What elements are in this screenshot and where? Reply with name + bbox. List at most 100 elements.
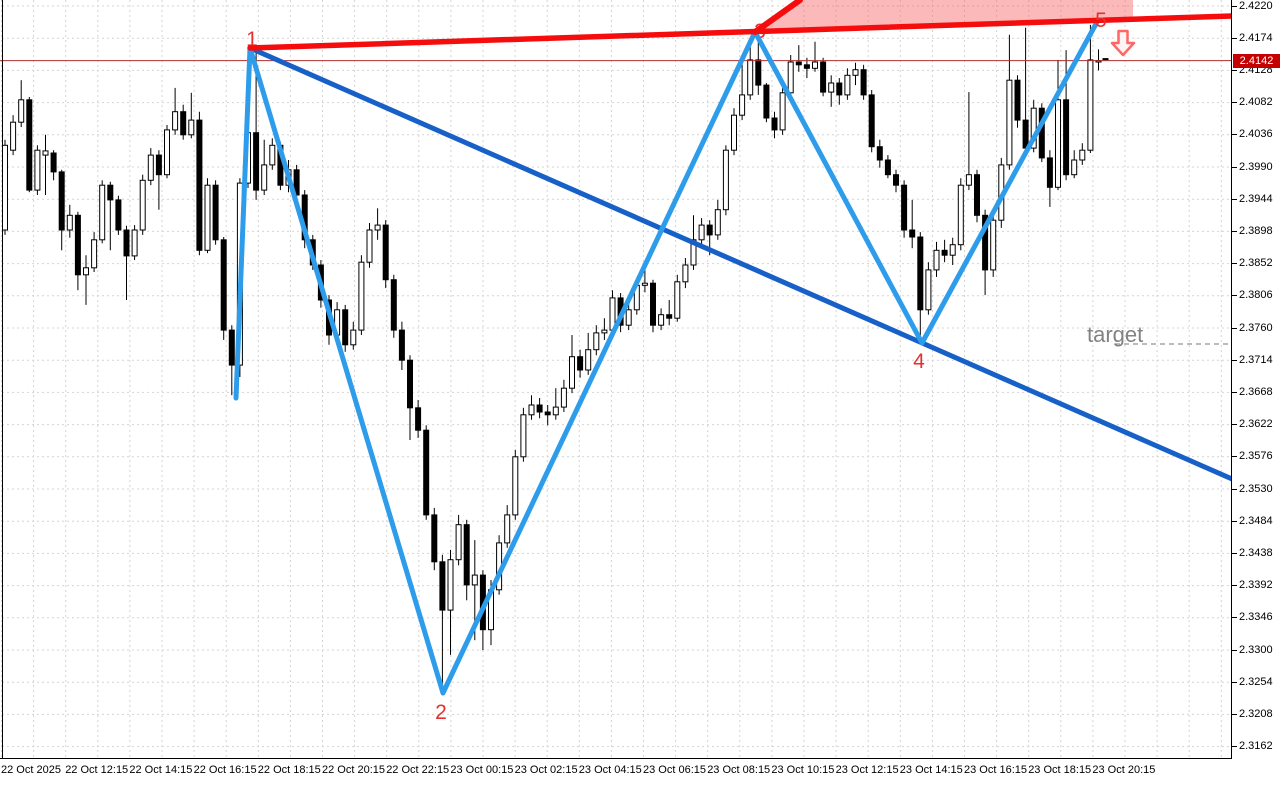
candle-bear xyxy=(820,61,827,93)
wave-zigzag-line[interactable] xyxy=(233,19,1100,696)
candle-bear xyxy=(463,524,470,586)
candle-bull xyxy=(350,329,357,346)
candle-bull xyxy=(965,174,972,186)
wave-label-1[interactable]: 1 xyxy=(246,28,258,51)
candle-bull xyxy=(1006,79,1013,166)
candle-bear xyxy=(115,199,122,231)
price-axis-label: 2.3576 xyxy=(1239,450,1273,463)
price-axis-label: 2.3346 xyxy=(1239,611,1273,624)
price-tick xyxy=(1232,391,1237,393)
upper-resistance-line[interactable] xyxy=(752,0,803,35)
candle-bull xyxy=(722,149,729,211)
candle-bull xyxy=(269,144,276,166)
price-tick xyxy=(1232,69,1237,71)
candle-bull xyxy=(658,314,665,326)
candle-bull xyxy=(593,332,600,351)
candle-bull xyxy=(739,94,746,116)
resistance-trendline[interactable] xyxy=(247,13,1235,51)
candle-bull xyxy=(1087,59,1094,151)
candle-bull xyxy=(682,264,689,283)
target-label[interactable]: target xyxy=(1087,322,1143,347)
candle-bear xyxy=(666,314,673,319)
candle-bull xyxy=(787,61,794,94)
candle-bear xyxy=(836,82,843,96)
price-tick xyxy=(1232,327,1237,329)
candlestick-chart[interactable]: 1 3 2 4 5 target xyxy=(0,0,1235,758)
wave-label-4[interactable]: 4 xyxy=(913,350,925,373)
price-tick xyxy=(1232,681,1237,683)
candle-bull xyxy=(933,249,940,271)
candle-bull xyxy=(828,82,835,93)
candle-bear xyxy=(544,411,551,416)
time-axis-label: 23 Oct 12:15 xyxy=(835,764,899,776)
candle-bear xyxy=(196,119,203,251)
candle-bull xyxy=(852,69,859,76)
candle-bear xyxy=(917,236,924,311)
candle-bull xyxy=(261,164,268,191)
candle-bear xyxy=(884,159,891,176)
candle-bull xyxy=(698,224,705,241)
candle-bear xyxy=(1014,79,1021,121)
time-axis-label: 22 Oct 14:15 xyxy=(129,764,193,776)
candle-bear xyxy=(803,64,810,69)
candle-bear xyxy=(650,282,656,326)
time-axis-label: 22 Oct 2025 xyxy=(1,764,61,776)
candle-bear xyxy=(220,239,227,331)
candle-bull xyxy=(172,111,179,131)
price-axis[interactable]: 2.4142 2.4220 2.4174 2.4128 2.4082 2.4036 2.3… xyxy=(1232,0,1280,758)
candle-bull xyxy=(164,129,170,176)
price-axis-label: 2.3760 xyxy=(1239,321,1273,334)
candle-bull xyxy=(1071,159,1078,176)
time-axis-label: 22 Oct 20:15 xyxy=(322,764,385,776)
candle-bull xyxy=(91,239,98,269)
price-axis-label: 2.3484 xyxy=(1239,514,1273,527)
price-tick xyxy=(1232,456,1237,458)
candle-bull xyxy=(552,406,559,416)
price-tick xyxy=(1232,552,1237,554)
candle-bear xyxy=(382,224,389,281)
candle-bull xyxy=(83,267,89,276)
candle-bull xyxy=(147,154,154,181)
price-tick xyxy=(1232,295,1237,297)
wave-label-2[interactable]: 2 xyxy=(435,701,447,724)
candle-bull xyxy=(504,514,511,544)
candle-bear xyxy=(423,429,430,516)
candle-bull xyxy=(471,574,478,586)
candle-bull xyxy=(714,209,721,236)
time-axis-label: 23 Oct 06:15 xyxy=(643,764,706,776)
price-tick xyxy=(1232,520,1237,522)
resistance-zone[interactable] xyxy=(755,0,1133,32)
candle-bull xyxy=(731,114,737,151)
wolfe-target-line[interactable] xyxy=(247,45,1235,482)
price-axis-label: 2.4082 xyxy=(1239,96,1273,109)
candle-bull xyxy=(455,524,462,561)
price-tick xyxy=(1232,359,1237,361)
candle-bear xyxy=(1063,99,1070,176)
price-axis-label: 2.3668 xyxy=(1239,385,1273,398)
candle-bull xyxy=(66,214,73,231)
candle-bull xyxy=(690,239,697,266)
sell-arrow-icon[interactable] xyxy=(1110,29,1136,57)
time-axis-label: 23 Oct 08:15 xyxy=(707,764,771,776)
candle-bear xyxy=(398,329,405,361)
candle-bear xyxy=(253,132,260,191)
candle-bull xyxy=(18,99,25,123)
candle-bull xyxy=(569,356,575,389)
current-price-badge: 2.4142 xyxy=(1233,53,1280,68)
candle-bear xyxy=(868,94,875,148)
time-axis-label: 22 Oct 16:15 xyxy=(193,764,257,776)
price-tick xyxy=(1232,746,1237,748)
wave-label-5[interactable]: 5 xyxy=(1095,9,1107,32)
time-axis[interactable]: 22 Oct 2025 22 Oct 12:15 22 Oct 14:15 22 Oc… xyxy=(0,758,1232,800)
candle-bull xyxy=(957,184,964,246)
price-tick xyxy=(1232,424,1237,426)
candle-bull xyxy=(812,61,818,69)
candle-bull xyxy=(1030,107,1037,149)
time-axis-label: 23 Oct 14:15 xyxy=(899,764,963,776)
candle-bull xyxy=(2,144,8,231)
candle-bear xyxy=(407,359,413,409)
candle-bear xyxy=(893,174,899,186)
candle-bear xyxy=(755,59,762,86)
candle-bull xyxy=(674,281,681,319)
